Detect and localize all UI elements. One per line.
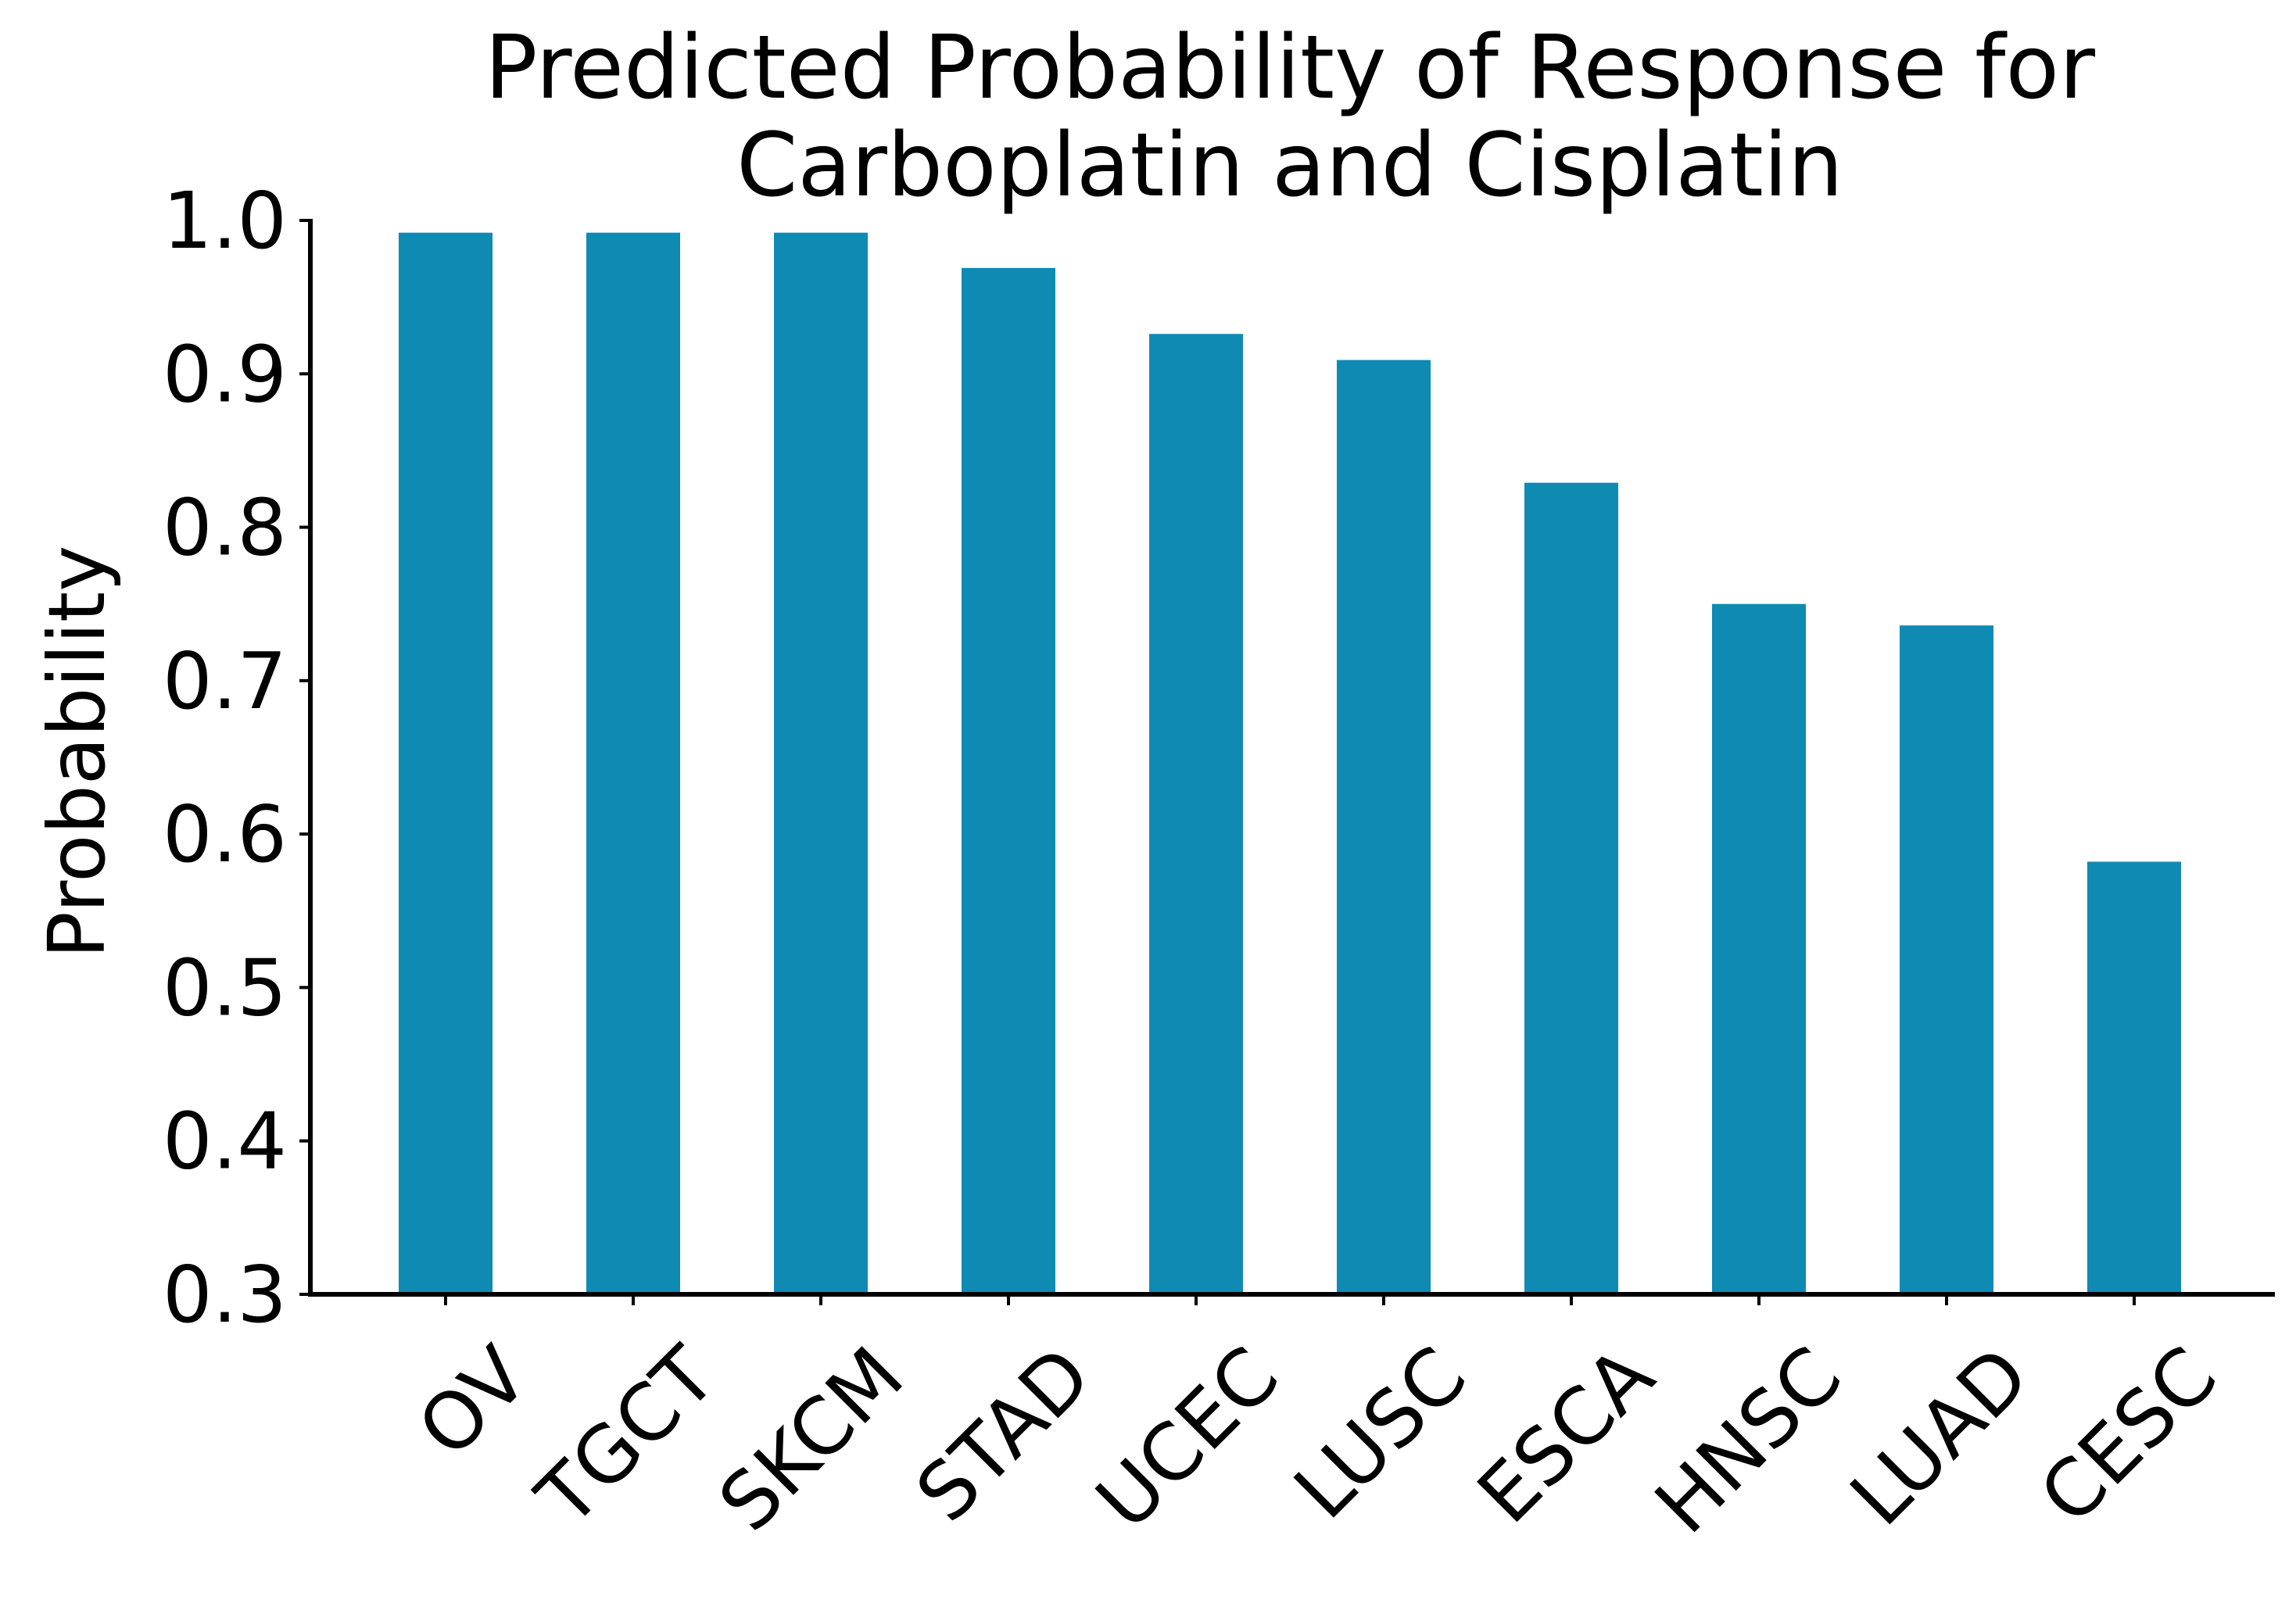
bar-cesc xyxy=(2087,861,2181,1294)
bar-ov xyxy=(399,232,493,1294)
chart-title: Predicted Probability of Response for Ca… xyxy=(485,17,2096,217)
chart-title-line-1: Predicted Probability of Response for xyxy=(485,17,2096,119)
bar-lusc xyxy=(1337,360,1431,1294)
bar-skcm xyxy=(774,232,868,1294)
y-tick-label: 0.3 xyxy=(163,1249,287,1340)
x-tick-label-hnsc: HNSC xyxy=(1638,1329,1859,1551)
y-tick-label: 0.9 xyxy=(163,328,287,420)
chart-title-line-2: Carboplatin and Cisplatin xyxy=(736,115,1843,217)
y-tick-label: 0.5 xyxy=(163,942,287,1033)
y-axis-label: Probability xyxy=(31,546,123,959)
y-axis-ticks: 0.3 0.4 0.5 0.6 0.7 0.8 0.9 1.0 xyxy=(163,175,310,1340)
bars-group xyxy=(399,232,2181,1294)
bar-luad xyxy=(1900,625,1993,1294)
bar-tgct xyxy=(586,232,680,1294)
bar-hnsc xyxy=(1712,603,1806,1294)
x-tick-label-tgct: TGCT xyxy=(519,1329,734,1544)
bar-stad xyxy=(962,267,1055,1294)
y-tick-label: 1.0 xyxy=(163,175,287,267)
y-tick-label: 0.6 xyxy=(163,789,287,880)
x-tick-label-ucec: UCEC xyxy=(1079,1329,1296,1547)
y-tick-label: 0.4 xyxy=(163,1096,287,1187)
y-tick-label: 0.8 xyxy=(163,482,287,574)
bar-ucec xyxy=(1149,334,1243,1294)
x-tick-label-esca: ESCA xyxy=(1460,1329,1671,1541)
x-tick-label-lusc: LUSC xyxy=(1277,1329,1484,1537)
x-tick-label-ov: OV xyxy=(400,1329,546,1475)
x-tick-label-stad: STAD xyxy=(899,1329,1109,1539)
bar-esca xyxy=(1524,482,1618,1294)
x-tick-label-skcm: SKCM xyxy=(701,1329,921,1549)
y-tick-label: 0.7 xyxy=(163,635,287,727)
x-tick-label-luad: LUAD xyxy=(1833,1329,2047,1543)
x-tick-label-cesc: CESC xyxy=(2022,1329,2234,1541)
